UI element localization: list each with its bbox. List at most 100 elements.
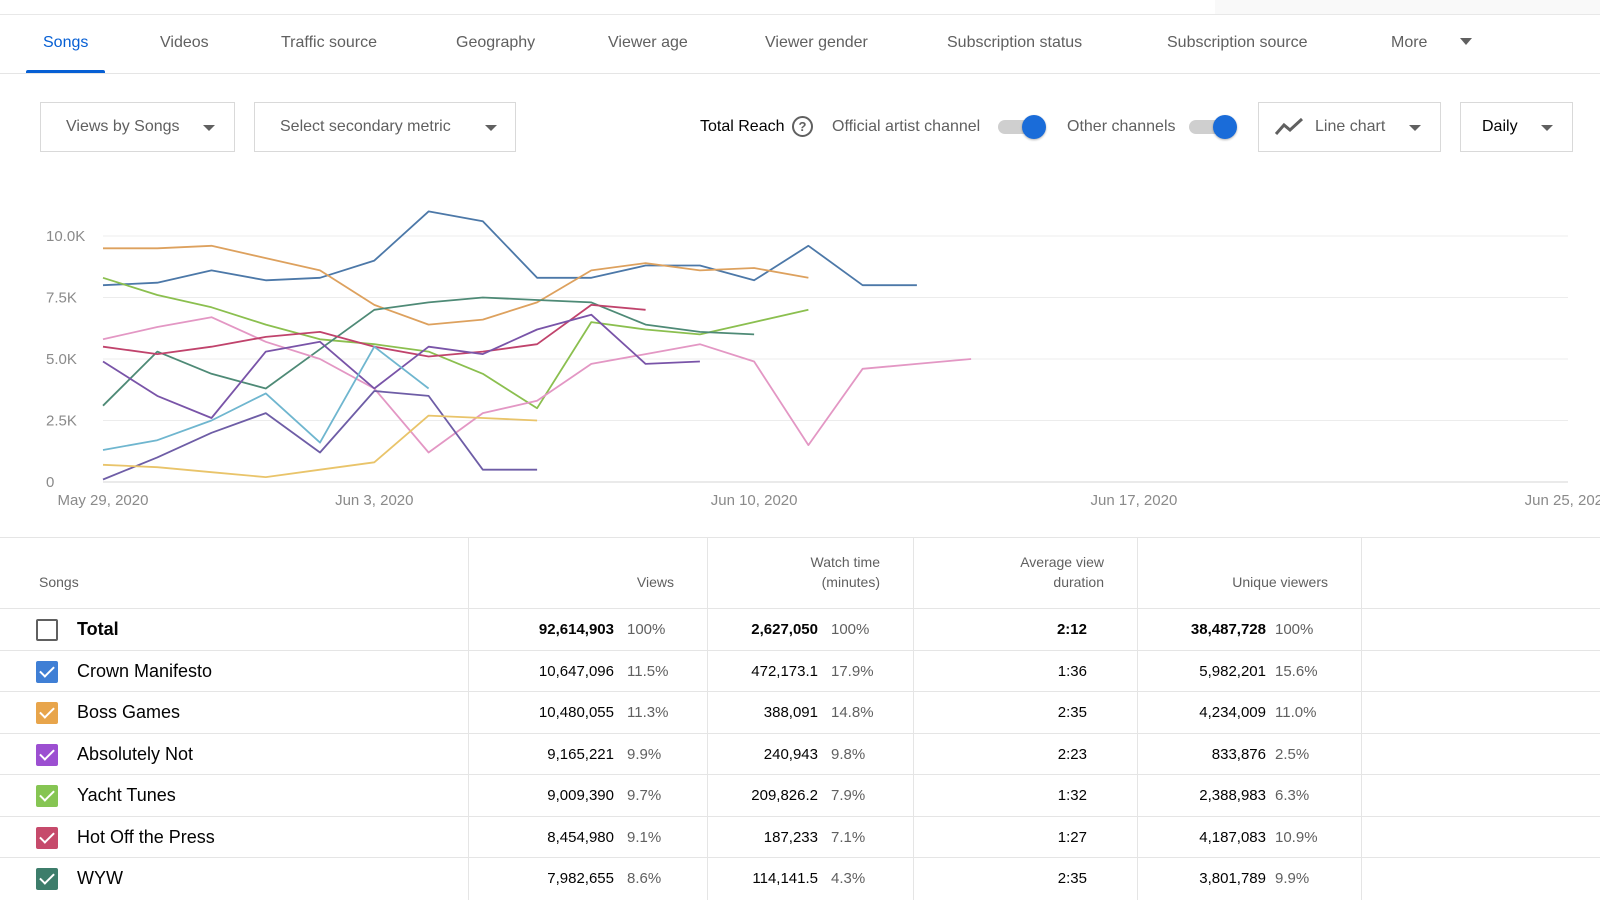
- watch-time-value: 2,627,050: [751, 621, 818, 638]
- tab-label: Traffic source: [281, 34, 378, 51]
- tab-videos[interactable]: Videos: [160, 24, 209, 74]
- tab-viewer-age[interactable]: Viewer age: [608, 24, 688, 74]
- unique-viewers-value: 4,234,009: [1199, 704, 1266, 721]
- watch-time-value: 472,173.1: [751, 663, 818, 680]
- series-line: [103, 244, 809, 326]
- column-divider: [468, 538, 469, 900]
- song-name: Absolutely Not: [77, 744, 194, 764]
- granularity-label: Daily: [1482, 118, 1518, 135]
- watch-time-value: 209,826.2: [751, 787, 818, 804]
- views-value: 9,165,221: [547, 746, 614, 763]
- watch-time-percent: 7.9%: [831, 787, 866, 804]
- tabs-divider: [0, 73, 1600, 74]
- row-checkbox[interactable]: [36, 619, 58, 641]
- average-view-duration-value: 1:32: [1057, 787, 1087, 804]
- tab-viewer-gender[interactable]: Viewer gender: [765, 24, 868, 74]
- series-line: [102, 304, 646, 358]
- tab-label: Viewer age: [608, 34, 688, 51]
- chevron-down-icon: [1409, 125, 1421, 131]
- top-strip: [1215, 0, 1600, 14]
- average-view-duration-value: 2:23: [1057, 746, 1087, 763]
- series-line: [102, 390, 538, 481]
- row-checkbox[interactable]: [36, 868, 58, 890]
- chevron-down-icon: [203, 125, 215, 131]
- x-tick-label: Jun 17, 2020: [1091, 492, 1178, 509]
- views-percent: 9.9%: [627, 746, 662, 763]
- unique-viewers-value: 38,487,728: [1190, 621, 1266, 638]
- series-line: [102, 345, 430, 451]
- other-channels-toggle[interactable]: [1187, 115, 1237, 139]
- watch-time-percent: 17.9%: [831, 663, 874, 680]
- views-value: 8,454,980: [547, 829, 614, 846]
- watch-time-percent: 9.8%: [831, 746, 866, 763]
- average-view-duration-value: 2:35: [1057, 704, 1087, 721]
- views-value: 10,480,055: [538, 704, 614, 721]
- unique-viewers-percent: 15.6%: [1275, 663, 1318, 680]
- secondary-metric-dropdown[interactable]: Select secondary metric: [254, 102, 516, 152]
- column-divider: [913, 538, 914, 900]
- tab-songs[interactable]: Songs: [26, 24, 106, 74]
- series-line: [102, 210, 917, 287]
- top-divider: [0, 14, 1600, 15]
- views-value: 9,009,390: [547, 787, 614, 804]
- table-row: Yacht Tunes 9,009,390 9.7% 209,826.2 7.9% 1:3…: [0, 775, 1600, 816]
- toggle-knob: [1022, 115, 1046, 139]
- help-icon[interactable]: ?: [792, 116, 813, 137]
- unique-viewers-percent: 9.9%: [1275, 870, 1310, 887]
- column-header-average-view-duration[interactable]: Average view duration: [950, 552, 1104, 592]
- unique-viewers-value: 3,801,789: [1199, 870, 1266, 887]
- unique-viewers-value: 2,388,983: [1199, 787, 1266, 804]
- unique-viewers-percent: 100%: [1275, 621, 1314, 638]
- tab-traffic-source[interactable]: Traffic source: [281, 24, 377, 74]
- tab-subscription-status[interactable]: Subscription status: [947, 24, 1082, 74]
- table-row: Boss Games 10,480,055 11.3% 388,091 14.8% 2:3…: [0, 692, 1600, 733]
- tab-geography[interactable]: Geography: [456, 24, 535, 74]
- chart-type-dropdown[interactable]: Line chart: [1258, 102, 1441, 152]
- primary-metric-dropdown[interactable]: Views by Songs: [40, 102, 235, 152]
- unique-viewers-value: 5,982,201: [1199, 663, 1266, 680]
- unique-viewers-percent: 6.3%: [1275, 787, 1310, 804]
- row-divider: [0, 650, 1600, 651]
- unique-viewers-percent: 11.0%: [1275, 704, 1317, 721]
- other-channels-label: Other channels: [1067, 118, 1176, 135]
- chart-type-label: Line chart: [1315, 118, 1386, 135]
- secondary-metric-label: Select secondary metric: [280, 118, 451, 135]
- column-header-watch-time[interactable]: Watch time (minutes): [740, 552, 881, 592]
- row-divider: [0, 733, 1600, 734]
- row-divider: [0, 691, 1600, 692]
- total-row: Total 92,614,903 100% 2,627,050 100% 2:12 38,4…: [0, 609, 1600, 650]
- watch-time-percent: 4.3%: [831, 870, 866, 887]
- column-header-songs[interactable]: Songs: [39, 574, 79, 590]
- row-checkbox[interactable]: [36, 827, 58, 849]
- column-header-line: Watch time: [810, 554, 881, 570]
- unique-viewers-value: 4,187,083: [1199, 829, 1266, 846]
- tab-label: More: [1391, 34, 1428, 51]
- row-checkbox[interactable]: [36, 702, 58, 724]
- column-divider: [1137, 538, 1138, 900]
- views-percent: 8.6%: [627, 870, 662, 887]
- column-header-unique-viewers[interactable]: Unique viewers: [1232, 574, 1328, 590]
- average-view-duration-value: 2:35: [1057, 870, 1087, 887]
- total-reach-label: Total Reach: [700, 118, 785, 135]
- watch-time-percent: 100%: [831, 621, 870, 638]
- views-percent: 11.3%: [627, 704, 669, 721]
- row-checkbox[interactable]: [36, 785, 58, 807]
- official-artist-channel-toggle[interactable]: [996, 115, 1046, 139]
- column-divider: [1361, 538, 1362, 900]
- table-row: Absolutely Not 9,165,221 9.9% 240,943 9.8% 2:…: [0, 734, 1600, 775]
- unique-viewers-percent: 10.9%: [1275, 829, 1318, 846]
- x-tick-label: Jun 25, 2020: [1525, 492, 1600, 509]
- granularity-dropdown[interactable]: Daily: [1460, 102, 1573, 152]
- watch-time-percent: 14.8%: [831, 704, 874, 721]
- song-name: Hot Off the Press: [77, 827, 215, 847]
- tab-more[interactable]: More: [1391, 24, 1473, 74]
- row-checkbox[interactable]: [36, 744, 58, 766]
- toggle-knob: [1213, 115, 1237, 139]
- tab-subscription-source[interactable]: Subscription source: [1167, 24, 1308, 74]
- column-header-views[interactable]: Views: [636, 574, 674, 590]
- row-checkbox[interactable]: [36, 661, 58, 683]
- views-line-chart: 0 2.5K 5.0K 7.5K 10.0K May 29, 2020 Jun 3, 202…: [46, 210, 1600, 509]
- series-line: [102, 414, 538, 479]
- views-percent: 9.1%: [627, 829, 662, 846]
- row-divider: [0, 608, 1600, 609]
